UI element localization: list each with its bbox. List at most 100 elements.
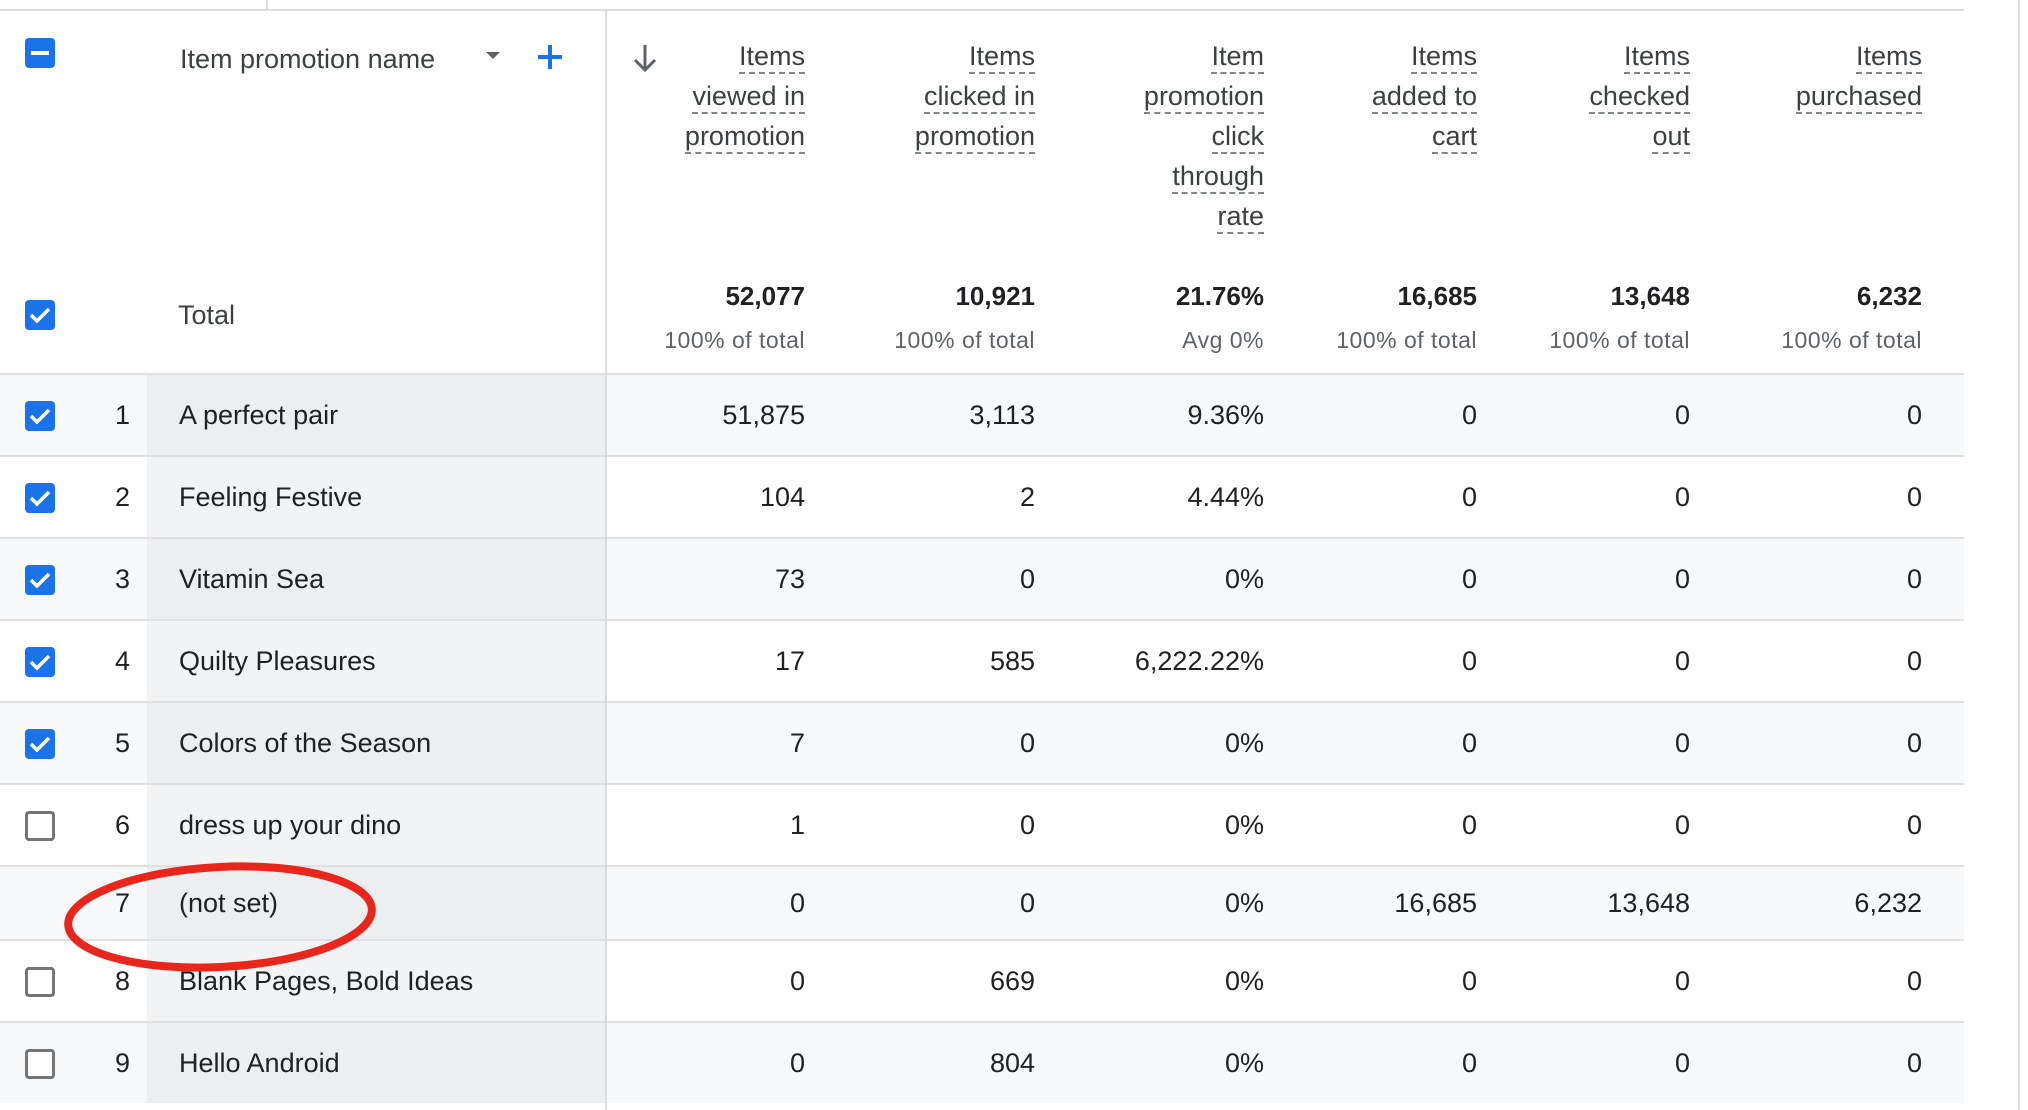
metric-cell-checked: 0	[1674, 728, 1690, 758]
total-value: 52,077	[725, 281, 805, 311]
row-index: 4	[114, 646, 130, 676]
table-row[interactable]: 4 Quilty Pleasures 17 585 6,222.22% 0 0 0	[0, 619, 1964, 701]
metric-cell-added: 0	[1461, 400, 1477, 430]
table-row[interactable]: 9 Hello Android 0 804 0% 0 0 0	[0, 1021, 1964, 1103]
column-header-text: Items	[738, 41, 805, 74]
metric-cell-added: 16,685	[1394, 888, 1477, 918]
column-header-line: promotion	[815, 116, 1035, 156]
metric-cell-ctr: 0%	[1224, 888, 1264, 918]
metric-cell-ctr: 6,222.22%	[1134, 646, 1264, 676]
metric-cell-viewed: 17	[774, 646, 805, 676]
promotion-name: Vitamin Sea	[179, 564, 325, 594]
metric-cell-clicked: 0	[1019, 888, 1035, 918]
promotion-name: Colors of the Season	[179, 728, 432, 758]
check-icon	[29, 490, 51, 507]
column-header-text: checked	[1589, 81, 1690, 114]
metric-cell-purchased: 6,232	[1854, 888, 1922, 918]
table-row[interactable]: 3 Vitamin Sea 73 0 0% 0 0 0	[0, 537, 1964, 619]
metric-cell-clicked: 585	[989, 646, 1035, 676]
column-header-ctr[interactable]: Item promotion click through rate	[1044, 36, 1264, 236]
promotion-name: dress up your dino	[179, 810, 402, 840]
dimension-cell-bg	[147, 375, 606, 455]
total-value: 10,921	[955, 281, 1035, 311]
column-header-text: Items	[968, 41, 1035, 74]
table-row[interactable]: 6 dress up your dino 1 0 0% 0 0 0	[0, 783, 1964, 865]
plus-icon[interactable]	[535, 42, 565, 72]
metric-cell-added: 0	[1461, 810, 1477, 840]
dimension-cell-bg	[147, 785, 606, 865]
row-checkbox[interactable]	[25, 565, 55, 595]
column-header-text: Items	[1623, 41, 1690, 74]
row-checkbox[interactable]	[25, 811, 55, 841]
column-header-line: out	[1470, 116, 1690, 156]
column-header-clicked[interactable]: Items clicked in promotion	[815, 36, 1035, 156]
column-header-text: promotion	[1143, 81, 1264, 114]
metric-cell-checked: 0	[1674, 1048, 1690, 1078]
metric-cell-ctr: 4.44%	[1187, 482, 1264, 512]
total-percentage: Avg 0%	[1182, 327, 1264, 353]
metric-cell-checked: 0	[1674, 400, 1690, 430]
total-value: 16,685	[1397, 281, 1477, 311]
dimension-cell-bg	[147, 703, 606, 783]
row-checkbox[interactable]	[25, 1049, 55, 1079]
row-index: 5	[114, 728, 130, 758]
column-header-line: Items	[815, 36, 1035, 76]
caret-down-icon[interactable]	[483, 48, 503, 62]
column-header-line: viewed in	[585, 76, 805, 116]
metric-cell-ctr: 0%	[1224, 728, 1264, 758]
select-all-checkbox[interactable]	[25, 38, 55, 68]
totals-checkbox[interactable]	[25, 300, 55, 330]
table-row[interactable]: 2 Feeling Festive 104 2 4.44% 0 0 0	[0, 455, 1964, 537]
dimension-cell-bg	[147, 621, 606, 701]
metric-cell-added: 0	[1461, 728, 1477, 758]
metric-cell-viewed: 0	[789, 888, 805, 918]
metric-cell-checked: 0	[1674, 482, 1690, 512]
column-header-line: through	[1044, 156, 1264, 196]
check-icon	[29, 408, 51, 425]
dimension-cell-bg	[147, 1023, 606, 1103]
total-value: 21.76%	[1175, 281, 1264, 311]
metric-cell-viewed: 1	[789, 810, 805, 840]
row-index: 2	[114, 482, 130, 512]
check-icon	[29, 307, 51, 324]
total-percentage: 100% of total	[1336, 327, 1477, 353]
column-header-line: added to	[1257, 76, 1477, 116]
column-header-added[interactable]: Items added to cart	[1257, 36, 1477, 156]
column-header-text: added to	[1371, 81, 1477, 114]
metric-cell-checked: 0	[1674, 564, 1690, 594]
row-checkbox[interactable]	[25, 967, 55, 997]
column-header-purchased[interactable]: Items purchased	[1702, 36, 1922, 116]
row-checkbox[interactable]	[25, 647, 55, 677]
table-row[interactable]: 5 Colors of the Season 7 0 0% 0 0 0	[0, 701, 1964, 783]
column-header-text: Item	[1211, 41, 1264, 74]
scrollbar[interactable]	[2018, 0, 2020, 1110]
table-row[interactable]: 8 Blank Pages, Bold Ideas 0 669 0% 0 0 0	[0, 939, 1964, 1021]
total-value: 13,648	[1610, 281, 1690, 311]
page-margin	[1965, 0, 2028, 1110]
column-header-line: Items	[1470, 36, 1690, 76]
total-percentage: 100% of total	[894, 327, 1035, 353]
metric-cell-added: 0	[1461, 482, 1477, 512]
row-checkbox[interactable]	[25, 401, 55, 431]
dimension-header[interactable]: Item promotion name	[180, 44, 436, 74]
row-checkbox[interactable]	[25, 483, 55, 513]
column-header-checked[interactable]: Items checked out	[1470, 36, 1690, 156]
column-header-text: through	[1172, 161, 1264, 194]
row-index: 6	[114, 810, 130, 840]
table-row[interactable]: 1 A perfect pair 51,875 3,113 9.36% 0 0 0	[0, 373, 1964, 455]
row-checkbox[interactable]	[25, 729, 55, 759]
metric-cell-clicked: 804	[989, 1048, 1035, 1078]
column-header-text: Items	[1855, 41, 1922, 74]
metric-cell-viewed: 0	[789, 966, 805, 996]
metric-cell-ctr: 0%	[1224, 564, 1264, 594]
table-row[interactable]: 7 (not set) 0 0 0% 16,685 13,648 6,232	[0, 865, 1964, 939]
column-header-text: purchased	[1795, 81, 1922, 114]
column-header-text: out	[1652, 121, 1690, 154]
table-top-border	[0, 9, 1964, 11]
column-header-text: promotion	[914, 121, 1035, 154]
metric-cell-purchased: 0	[1906, 966, 1922, 996]
total-percentage: 100% of total	[1781, 327, 1922, 353]
column-header-viewed[interactable]: Items viewed in promotion	[585, 36, 805, 156]
arrow-down-icon[interactable]	[630, 42, 660, 76]
column-header-line: promotion	[585, 116, 805, 156]
